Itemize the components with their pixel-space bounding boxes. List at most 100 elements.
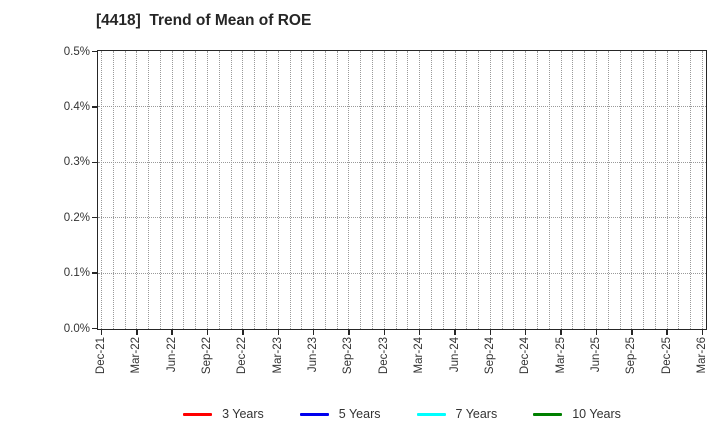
x-tick-mark xyxy=(701,330,704,335)
gridline-vertical xyxy=(595,51,597,329)
x-tick-label: Dec-21 xyxy=(95,337,107,375)
gridline-vertical xyxy=(442,51,444,329)
x-tick-label: Jun-25 xyxy=(589,337,602,373)
x-tick-label: Sep-22 xyxy=(201,337,214,375)
gridline-vertical xyxy=(265,51,267,329)
gridline-vertical xyxy=(136,51,138,329)
gridline-vertical xyxy=(301,51,303,329)
x-tick-mark xyxy=(383,330,386,335)
x-tick-mark xyxy=(312,330,315,335)
gridline-vertical xyxy=(678,51,680,329)
gridline-vertical xyxy=(159,51,161,329)
legend-line-swatch xyxy=(299,412,329,416)
y-tick-mark xyxy=(92,272,97,274)
x-tick-label: Sep-23 xyxy=(342,337,355,375)
gridline-vertical xyxy=(112,51,114,329)
gridline-vertical xyxy=(631,51,633,329)
x-tick-mark xyxy=(595,330,598,335)
gridline-horizontal xyxy=(98,217,706,219)
gridline-vertical xyxy=(313,51,315,329)
x-tick-label: Sep-24 xyxy=(483,337,496,375)
gridline-vertical xyxy=(383,51,385,329)
y-tick-label: 0.2% xyxy=(63,211,90,224)
gridline-vertical xyxy=(430,51,432,329)
y-tick-label: 0.1% xyxy=(63,267,90,280)
legend-line-swatch xyxy=(416,412,446,416)
gridline-vertical xyxy=(101,51,102,329)
gridline-vertical xyxy=(560,51,562,329)
x-tick-mark xyxy=(206,330,209,335)
gridline-horizontal xyxy=(98,106,706,108)
x-tick-label: Mar-26 xyxy=(696,337,708,374)
gridline-vertical xyxy=(548,51,550,329)
x-tick-label: Jun-23 xyxy=(307,337,320,373)
gridline-vertical xyxy=(643,51,645,329)
x-tick-label: Mar-23 xyxy=(271,337,284,374)
gridline-vertical xyxy=(207,51,209,329)
y-tick-mark xyxy=(92,216,97,219)
x-tick-label: Mar-25 xyxy=(554,337,567,374)
legend-label: 7 Years xyxy=(455,407,498,421)
gridline-vertical xyxy=(148,51,150,329)
x-tick-mark xyxy=(242,330,244,335)
gridline-horizontal xyxy=(98,272,706,274)
x-tick-mark xyxy=(524,330,527,335)
chart-title: [4418] Trend of Mean of ROE xyxy=(96,12,312,29)
legend-line-swatch xyxy=(533,412,563,416)
gridline-vertical xyxy=(124,51,126,329)
x-tick-label: Dec-22 xyxy=(236,337,249,375)
gridline-vertical xyxy=(584,51,586,329)
y-tick-mark xyxy=(92,50,97,53)
x-tick-label: Sep-25 xyxy=(625,337,638,375)
y-tick-label: 0.0% xyxy=(63,322,90,335)
y-tick-label: 0.3% xyxy=(63,156,90,169)
x-tick-label: Mar-22 xyxy=(130,337,143,374)
legend-label: 5 Years xyxy=(338,407,381,421)
legend-item: 7 Years xyxy=(416,407,498,421)
gridline-vertical xyxy=(183,51,185,329)
y-tick-label: 0.5% xyxy=(63,45,90,58)
gridline-vertical xyxy=(277,51,279,329)
legend-line-swatch xyxy=(183,412,213,416)
gridline-vertical xyxy=(230,51,232,329)
gridline-vertical xyxy=(454,51,456,329)
gridline-vertical xyxy=(171,51,173,329)
gridline-vertical xyxy=(525,51,527,329)
gridline-vertical xyxy=(607,51,609,329)
y-tick-mark xyxy=(92,161,97,164)
gridline-vertical xyxy=(466,51,468,329)
gridline-vertical xyxy=(501,51,503,329)
gridline-vertical xyxy=(324,51,326,329)
gridline-vertical xyxy=(489,51,491,329)
y-tick-mark xyxy=(92,106,97,108)
x-tick-mark xyxy=(418,330,421,335)
gridline-vertical xyxy=(218,51,220,329)
gridline-vertical xyxy=(289,51,291,329)
gridline-vertical xyxy=(619,51,621,329)
y-tick-label: 0.4% xyxy=(63,100,90,113)
x-tick-mark xyxy=(171,330,173,335)
gridline-vertical xyxy=(348,51,350,329)
gridline-vertical xyxy=(537,51,539,329)
legend-item: 5 Years xyxy=(299,407,381,421)
gridline-horizontal xyxy=(98,161,706,163)
x-tick-mark xyxy=(277,330,279,335)
x-tick-label: Dec-24 xyxy=(519,337,532,375)
gridline-vertical xyxy=(513,51,515,329)
gridline-vertical xyxy=(572,51,574,329)
gridline-vertical xyxy=(195,51,197,329)
x-tick-label: Dec-23 xyxy=(377,337,390,375)
legend: 3 Years 5 Years 7 Years 10 Years xyxy=(97,403,707,425)
plot-area xyxy=(97,50,707,330)
legend-label: 3 Years xyxy=(222,407,264,421)
x-tick-mark xyxy=(489,330,492,335)
gridline-vertical xyxy=(242,51,244,329)
x-tick-mark xyxy=(136,330,138,335)
gridline-vertical xyxy=(702,51,703,329)
x-tick-mark xyxy=(100,330,103,335)
x-tick-mark xyxy=(348,330,350,335)
x-tick-label: Jun-24 xyxy=(448,337,461,373)
gridline-vertical xyxy=(407,51,409,329)
gridline-vertical xyxy=(372,51,374,329)
